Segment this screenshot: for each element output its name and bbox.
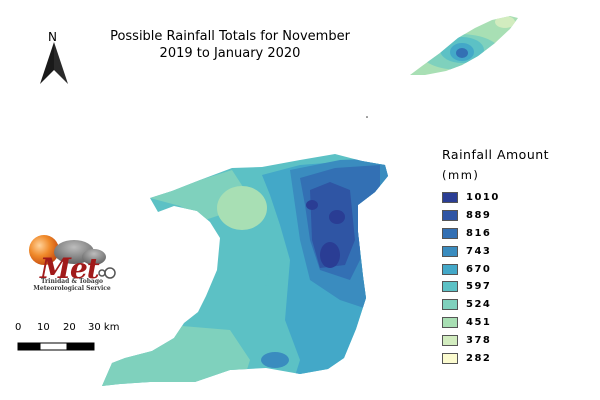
met-service-logo xyxy=(29,235,116,279)
map-legend: Rainfall Amount (mm) 1010 889 816 743 67… xyxy=(442,145,549,367)
legend-item: 1010 xyxy=(442,189,549,207)
legend-swatch xyxy=(442,192,458,204)
legend-swatch xyxy=(442,227,458,239)
scale-bar xyxy=(17,342,95,351)
trinidad-island xyxy=(102,154,388,386)
legend-unit: (mm) xyxy=(442,168,480,182)
legend-swatch xyxy=(442,210,458,222)
legend-item: 743 xyxy=(442,242,549,260)
legend-item: 378 xyxy=(442,331,549,349)
legend-item: 889 xyxy=(442,207,549,225)
legend-value: 597 xyxy=(466,281,492,293)
legend-item: 282 xyxy=(442,349,549,367)
legend-value: 282 xyxy=(466,352,492,364)
tobago-island xyxy=(410,16,518,75)
legend-swatch xyxy=(442,334,458,346)
map-title-line-2: 2019 to January 2020 xyxy=(159,46,301,61)
logo-word: Met xyxy=(40,252,100,285)
legend-swatch xyxy=(442,263,458,275)
legend-item: 524 xyxy=(442,296,549,314)
map-title-line-1: Possible Rainfall Totals for November xyxy=(110,29,350,44)
legend-value: 889 xyxy=(466,210,492,222)
legend-swatch xyxy=(442,245,458,257)
legend-items: 1010 889 816 743 670 597 524 451 378 282 xyxy=(442,189,549,367)
scale-label-0: 0 xyxy=(15,322,22,333)
legend-swatch xyxy=(442,352,458,364)
legend-swatch xyxy=(442,299,458,311)
legend-item: 597 xyxy=(442,278,549,296)
north-arrow-icon xyxy=(40,42,68,84)
logo-caption: Trinidad & Tobago Meteorological Service xyxy=(33,278,111,292)
legend-item: 670 xyxy=(442,260,549,278)
legend-item: 451 xyxy=(442,314,549,332)
legend-value: 1010 xyxy=(466,192,500,204)
legend-swatch xyxy=(442,281,458,293)
legend-title: Rainfall Amount xyxy=(442,147,550,162)
legend-value: 524 xyxy=(466,299,492,311)
legend-value: 378 xyxy=(466,334,492,346)
legend-value: 451 xyxy=(466,316,492,328)
legend-value: 743 xyxy=(466,245,492,257)
north-label: N xyxy=(48,30,57,44)
legend-swatch xyxy=(442,316,458,328)
scale-label-10: 10 xyxy=(37,322,50,333)
legend-value: 816 xyxy=(466,227,492,239)
legend-item: 816 xyxy=(442,225,549,243)
scale-label-30: 30 km xyxy=(88,322,120,333)
map-title: Possible Rainfall Totals for November 20… xyxy=(100,28,360,62)
legend-value: 670 xyxy=(466,263,492,275)
scale-label-20: 20 xyxy=(63,322,76,333)
